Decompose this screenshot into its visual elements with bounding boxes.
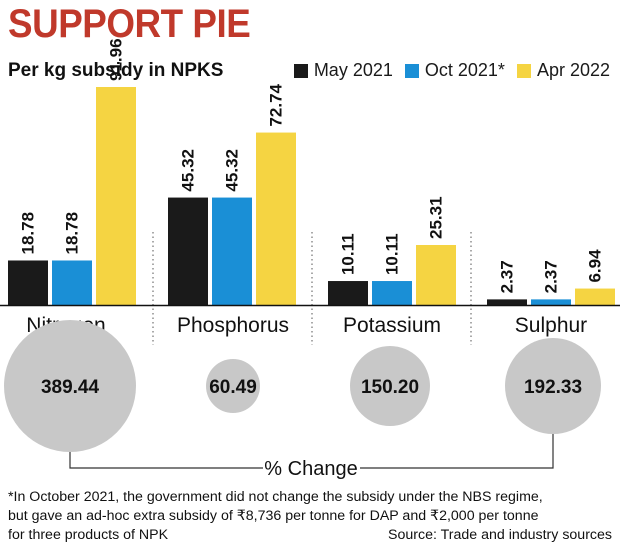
data-label: 18.78 [19,212,38,255]
bar-potassium-oct-2021 [372,281,412,305]
legend-item-may-2021: May 2021 [293,60,393,81]
source-note: Source: Trade and industry sources [388,527,612,543]
chart-title: Per kg subsidy in NPKS [8,60,224,81]
data-label: 45.32 [179,149,198,192]
legend-label-may-2021: May 2021 [313,60,393,80]
percent-change-value-nitrogen: 389.44 [41,377,100,398]
data-label: 10.11 [383,233,402,275]
percent-change-value-phosphorus: 60.49 [209,377,257,398]
data-label: 18.78 [63,212,82,255]
category-label-phosphorus: Phosphorus [177,314,289,337]
bar-potassium-may-2021 [328,281,368,305]
legend-swatch-oct-2021 [404,63,419,78]
legend-item-oct-2021: Oct 2021* [404,60,505,81]
bar-sulphur-may-2021 [487,299,527,305]
data-label: 72.74 [267,83,286,126]
legend-swatch-may-2021 [293,63,308,78]
percent-change-circle-nitrogen [4,320,136,452]
headline: SUPPORT PIE [8,2,251,46]
bar-sulphur-oct-2021 [531,299,571,305]
legend: May 2021 Oct 2021* Apr 2022 [293,60,610,81]
footnote-line-2: but gave an ad-hoc extra subsidy of ₹8,7… [8,508,539,524]
percent-change-circle-potassium [350,346,430,426]
data-label: 2.37 [498,260,517,293]
bar-sulphur-apr-2022 [575,288,615,305]
percent-change-circle-phosphorus [206,359,260,413]
legend-label-apr-2022: Apr 2022 [536,60,610,80]
bar-nitrogen-apr-2022 [96,87,136,305]
data-label: 91.96 [107,38,126,81]
bar-phosphorus-oct-2021 [212,197,252,305]
percent-change-label: % Change [264,458,357,480]
legend-swatch-apr-2022 [516,63,531,78]
category-label-potassium: Potassium [343,314,441,337]
percent-change-value-potassium: 150.20 [361,377,419,398]
data-label: 6.94 [586,249,605,283]
percent-change-value-sulphur: 192.33 [524,377,582,398]
footnote-line-1: *In October 2021, the government did not… [8,489,543,505]
legend-item-apr-2022: Apr 2022 [516,60,610,81]
category-label-sulphur: Sulphur [515,314,587,337]
data-label: 25.31 [427,196,446,239]
bar-nitrogen-oct-2021 [52,260,92,305]
footnote: *In October 2021, the government did not… [8,488,612,545]
percent-change-circle-sulphur [505,338,601,434]
bar-potassium-apr-2022 [416,245,456,305]
data-label: 45.32 [223,149,242,192]
data-label: 10.11 [339,233,358,275]
footnote-line-3: for three products of NPK [8,527,169,543]
bar-phosphorus-apr-2022 [256,132,296,305]
bracket-label-bg [263,456,360,480]
bar-nitrogen-may-2021 [8,260,48,305]
bar-chart: 18.78 18.78 91.96 45.32 45.32 72.74 10.11 10.11… [0,38,620,480]
data-label: 2.37 [542,260,561,293]
bar-phosphorus-may-2021 [168,197,208,305]
legend-label-oct-2021: Oct 2021* [424,60,505,80]
